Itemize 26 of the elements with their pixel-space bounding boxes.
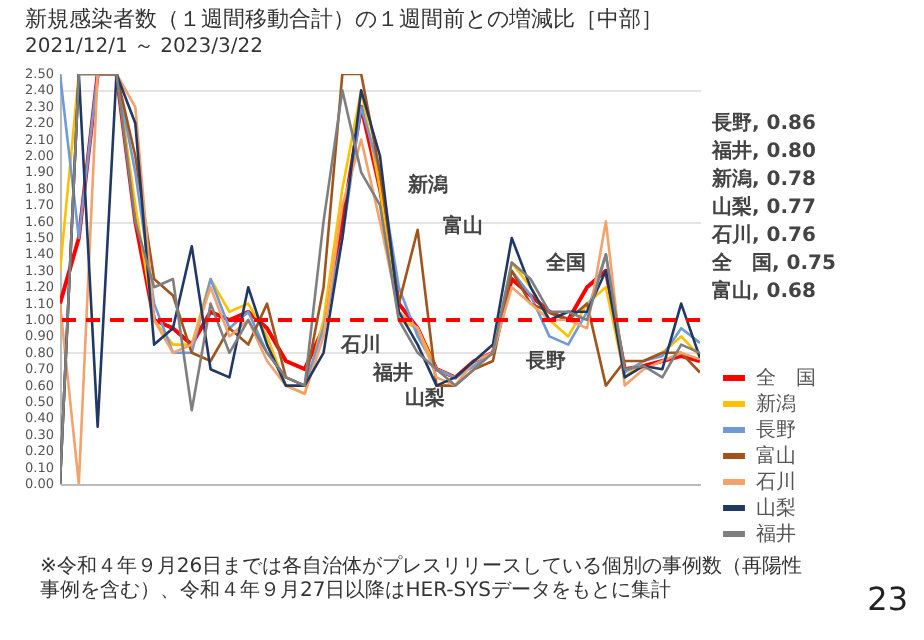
text: 山梨, 0.77 xyxy=(712,195,816,220)
annotation: 全国 xyxy=(543,250,586,275)
annotation: 福井 xyxy=(370,361,413,386)
legend-label: 石川 xyxy=(756,470,796,494)
text: 全 国, 0.75 xyxy=(710,251,836,276)
text: 23 xyxy=(867,580,908,618)
legend-label: 福井 xyxy=(756,522,796,546)
legend-label: 山梨 xyxy=(756,496,796,520)
annotation: 石川 xyxy=(338,332,381,357)
text: 長野, 0.86 xyxy=(710,111,816,136)
legend-label: 富山 xyxy=(756,444,796,468)
legend-label: 全 国 xyxy=(756,366,816,390)
chart-title: 新規感染者数（１週間移動合計）の１週間前との増減比［中部］ xyxy=(25,6,664,32)
text: 石川, 0.76 xyxy=(710,223,816,248)
text: 新潟, 0.78 xyxy=(710,167,816,192)
legend-label: 長野 xyxy=(756,420,796,442)
legend-label: 新潟 xyxy=(756,392,796,416)
chart-subtitle: 2021/12/1 ～ 2023/3/22 xyxy=(25,36,263,58)
line-series xyxy=(60,74,700,484)
annotation: 富山 xyxy=(443,213,484,238)
annotation: 山梨 xyxy=(404,385,445,410)
annotation: 新潟 xyxy=(406,172,448,197)
text: 富山, 0.68 xyxy=(712,279,816,304)
text: 福井, 0.80 xyxy=(710,139,816,164)
text: ※令和４年９月26日までは各自治体がプレスリリースしている個別の事例数（再陽性事例を含む）、令和４年９月27日以降はHER-SYSデータをもとに集計 xyxy=(40,556,805,604)
annotation: 長野 xyxy=(524,349,567,373)
